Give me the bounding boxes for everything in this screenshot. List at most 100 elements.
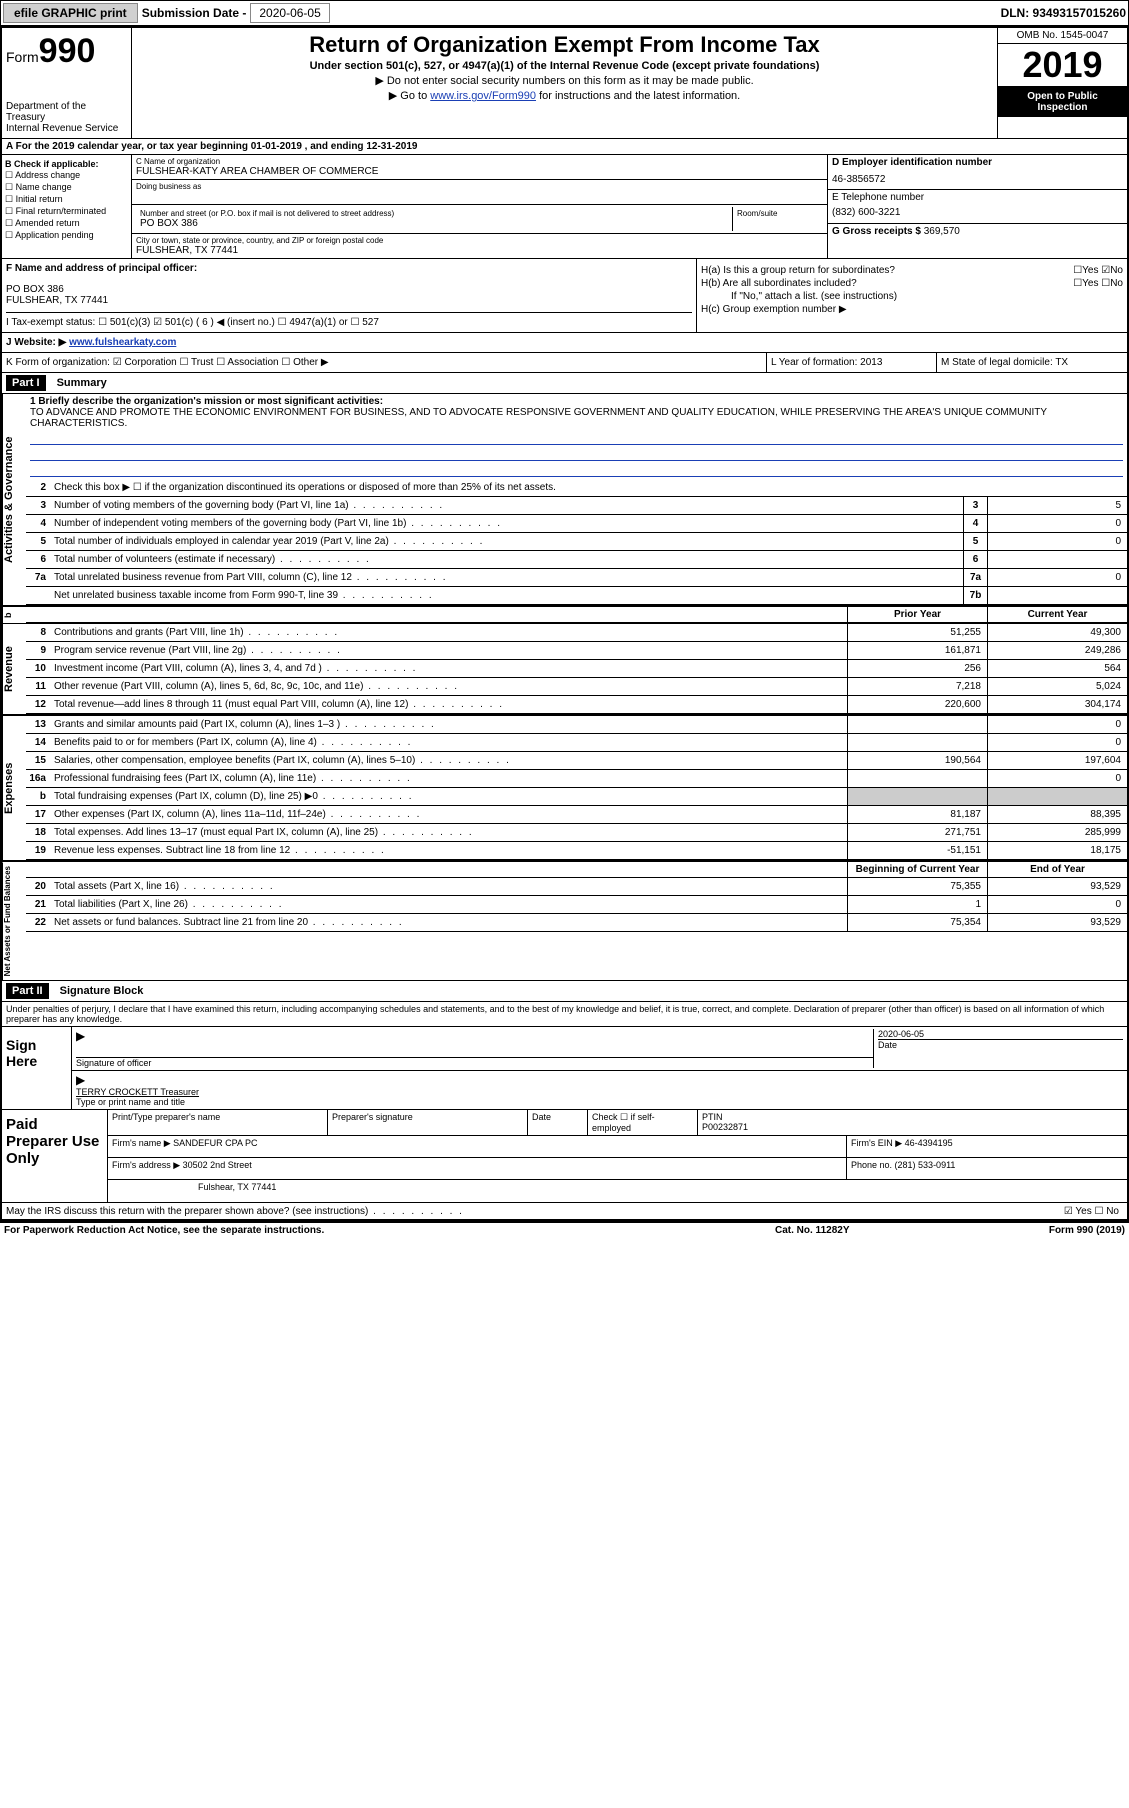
l-year-formation: L Year of formation: 2013 (767, 353, 937, 372)
block-b-to-g: B Check if applicable: Address change Na… (2, 155, 1127, 259)
omb-number: OMB No. 1545-0047 (998, 28, 1127, 44)
k-form-org: K Form of organization: ☑ Corporation ☐ … (2, 353, 767, 372)
officer-addr2: FULSHEAR, TX 77441 (6, 295, 692, 306)
chk-address-change[interactable]: Address change (5, 170, 128, 181)
sign-here-block: Sign Here Signature of officer 2020-06-0… (2, 1026, 1127, 1109)
mission-label: 1 Briefly describe the organization's mi… (30, 396, 1123, 407)
summary-line: 9Program service revenue (Part VIII, lin… (26, 642, 1127, 660)
gov-section: Activities & Governance 1 Briefly descri… (2, 394, 1127, 607)
col-prior-year: Prior Year (847, 607, 987, 622)
chk-final-return[interactable]: Final return/terminated (5, 206, 128, 217)
d-ein-label: D Employer identification number (832, 157, 1123, 168)
form990-link[interactable]: www.irs.gov/Form990 (430, 90, 536, 102)
mission-text: TO ADVANCE AND PROMOTE THE ECONOMIC ENVI… (30, 407, 1123, 429)
summary-line: 12Total revenue—add lines 8 through 11 (… (26, 696, 1127, 714)
b-spacer: b Prior Year Current Year (2, 607, 1127, 624)
form-note-1: ▶ Do not enter social security numbers o… (136, 74, 993, 87)
summary-line: 11Other revenue (Part VIII, column (A), … (26, 678, 1127, 696)
chk-application-pending[interactable]: Application pending (5, 230, 128, 241)
submission-label: Submission Date - (142, 6, 247, 20)
part1-badge: Part I (6, 375, 46, 391)
g-receipts-label: G Gross receipts $ (832, 226, 924, 237)
hb-note: If "No," attach a list. (see instruction… (701, 291, 1123, 302)
sig-date-label: Date (878, 1040, 897, 1050)
dln: DLN: 93493157015260 (1001, 6, 1126, 20)
form-word: Form (6, 49, 39, 65)
prep-sig-label: Preparer's signature (328, 1110, 528, 1135)
col-end-year: End of Year (987, 862, 1127, 877)
firm-name: Firm's name ▶ SANDEFUR CPA PC (108, 1136, 847, 1157)
hb-answer: ☐Yes ☐No (1073, 278, 1123, 289)
public-inspection: Open to Public Inspection (998, 87, 1127, 117)
note2-post: for instructions and the latest informat… (536, 90, 740, 102)
row-i: I Tax-exempt status: ☐ 501(c)(3) ☑ 501(c… (6, 312, 692, 328)
row-klm: K Form of organization: ☑ Corporation ☐ … (2, 353, 1127, 373)
addr-label: Number and street (or P.O. box if mail i… (140, 209, 728, 218)
discuss-label: May the IRS discuss this return with the… (2, 1204, 987, 1219)
website-link[interactable]: www.fulshearkaty.com (69, 337, 176, 348)
efile-button[interactable]: efile GRAPHIC print (3, 3, 138, 23)
ha-label: H(a) Is this a group return for subordin… (701, 265, 895, 276)
prep-selfemp: Check ☐ if self-employed (588, 1110, 698, 1135)
summary-line: 22Net assets or fund balances. Subtract … (26, 914, 1127, 932)
col-c-org-info: C Name of organization FULSHEAR-KATY ARE… (132, 155, 827, 258)
gross-receipts: 369,570 (924, 226, 960, 237)
form-subtitle: Under section 501(c), 527, or 4947(a)(1)… (136, 60, 993, 72)
vlabel-revenue: Revenue (2, 624, 26, 714)
officer-name: TERRY CROCKETT Treasurer (76, 1087, 1123, 1097)
summary-line: 4Number of independent voting members of… (26, 515, 1127, 533)
summary-line: 2Check this box ▶ ☐ if the organization … (26, 479, 1127, 497)
ptin-label: PTIN (702, 1112, 723, 1122)
chk-amended-return[interactable]: Amended return (5, 218, 128, 229)
chk-name-change[interactable]: Name change (5, 182, 128, 193)
c-name-label: C Name of organization (136, 157, 823, 166)
dept-label: Department of the Treasury Internal Reve… (6, 101, 127, 134)
city-label: City or town, state or province, country… (136, 236, 823, 245)
phone-value: (832) 600-3221 (832, 207, 1123, 218)
summary-line: 16aProfessional fundraising fees (Part I… (26, 770, 1127, 788)
org-address: PO BOX 386 (140, 218, 728, 229)
sign-here-label: Sign Here (2, 1027, 72, 1109)
exp-section: Expenses 13Grants and similar amounts pa… (2, 716, 1127, 862)
col-current-year: Current Year (987, 607, 1127, 622)
form-frame: Form990 Department of the Treasury Inter… (0, 26, 1129, 1222)
col-deg: D Employer identification number 46-3856… (827, 155, 1127, 258)
col-b-checkboxes: B Check if applicable: Address change Na… (2, 155, 132, 258)
foot-catno: Cat. No. 11282Y (775, 1225, 975, 1236)
part2-title: Signature Block (60, 985, 144, 997)
tax-year: 2019 (998, 44, 1127, 87)
form-header: Form990 Department of the Treasury Inter… (2, 28, 1127, 139)
summary-line: 10Investment income (Part VIII, column (… (26, 660, 1127, 678)
vlabel-netassets: Net Assets or Fund Balances (2, 862, 26, 980)
summary-line: 21Total liabilities (Part X, line 26)10 (26, 896, 1127, 914)
part1-header-row: Part I Summary (2, 373, 1127, 394)
part2-badge: Part II (6, 983, 49, 999)
sig-declaration: Under penalties of perjury, I declare th… (2, 1002, 1127, 1026)
sig-officer-label: Signature of officer (76, 1058, 151, 1068)
preparer-label: Paid Preparer Use Only (2, 1110, 107, 1202)
org-city: FULSHEAR, TX 77441 (136, 245, 823, 256)
note2-pre: ▶ Go to (389, 90, 430, 102)
foot-form: Form 990 (2019) (975, 1225, 1125, 1236)
officer-addr1: PO BOX 386 (6, 284, 692, 295)
org-name: FULSHEAR-KATY AREA CHAMBER OF COMMERCE (136, 166, 823, 177)
firm-ein: Firm's EIN ▶ 46-4394195 (847, 1136, 1127, 1157)
firm-city: Fulshear, TX 77441 (108, 1180, 1127, 1202)
preparer-block: Paid Preparer Use Only Print/Type prepar… (2, 1109, 1127, 1202)
form-number: 990 (39, 32, 96, 70)
summary-line: Net unrelated business taxable income fr… (26, 587, 1127, 605)
form-title: Return of Organization Exempt From Incom… (136, 32, 993, 58)
sig-date: 2020-06-05 (878, 1029, 1123, 1039)
summary-line: 7aTotal unrelated business revenue from … (26, 569, 1127, 587)
mission-line (30, 463, 1123, 477)
chk-initial-return[interactable]: Initial return (5, 194, 128, 205)
rev-section: Revenue 8Contributions and grants (Part … (2, 624, 1127, 716)
f-officer-label: F Name and address of principal officer: (6, 263, 692, 274)
row-j-website: J Website: ▶ www.fulshearkaty.com (2, 333, 1127, 353)
e-phone-label: E Telephone number (832, 192, 1123, 203)
officer-name-label: Type or print name and title (76, 1097, 1123, 1107)
ein-value: 46-3856572 (832, 174, 1123, 185)
summary-line: 8Contributions and grants (Part VIII, li… (26, 624, 1127, 642)
hc-label: H(c) Group exemption number ▶ (701, 304, 1123, 315)
row-a-period: A For the 2019 calendar year, or tax yea… (2, 139, 1127, 155)
